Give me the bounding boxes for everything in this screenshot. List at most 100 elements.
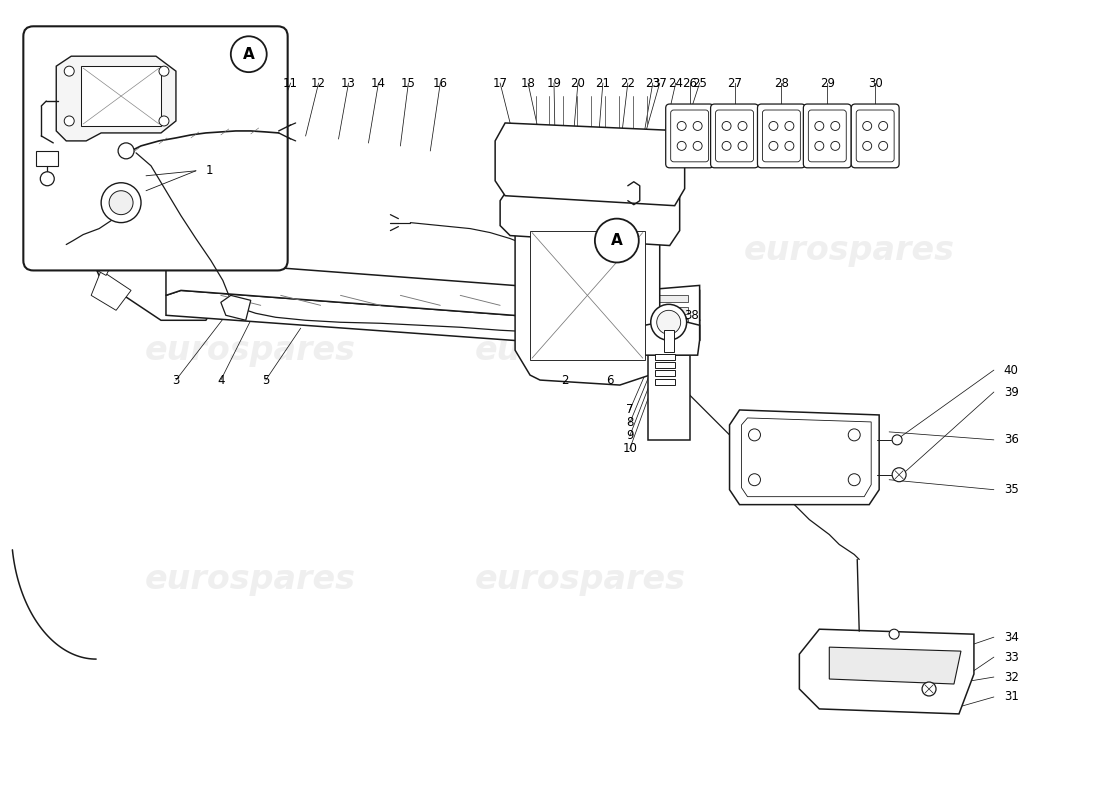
Text: 38: 38 (684, 309, 699, 322)
Polygon shape (56, 56, 176, 141)
Polygon shape (654, 362, 674, 368)
Circle shape (889, 630, 899, 639)
Text: 40: 40 (1004, 364, 1019, 377)
Text: 9: 9 (626, 430, 634, 442)
Polygon shape (654, 370, 674, 376)
Polygon shape (515, 201, 660, 385)
Text: 29: 29 (820, 77, 835, 90)
Circle shape (595, 218, 639, 262)
Text: 24: 24 (668, 77, 683, 90)
Text: eurospares: eurospares (145, 334, 356, 366)
Text: A: A (243, 46, 254, 62)
Text: 15: 15 (400, 77, 416, 90)
Bar (650, 295, 688, 302)
Bar (663, 330, 673, 352)
Circle shape (848, 474, 860, 486)
Circle shape (160, 116, 169, 126)
Circle shape (64, 66, 74, 76)
Circle shape (657, 310, 681, 334)
Circle shape (815, 122, 824, 130)
Circle shape (769, 142, 778, 150)
Polygon shape (91, 270, 131, 310)
Polygon shape (654, 379, 674, 385)
Circle shape (830, 142, 839, 150)
Circle shape (231, 36, 266, 72)
FancyBboxPatch shape (808, 110, 846, 162)
Circle shape (64, 116, 74, 126)
Bar (530, 230, 645, 360)
Bar (81, 66, 161, 126)
Text: 5: 5 (262, 374, 270, 386)
Circle shape (892, 468, 906, 482)
Text: 3: 3 (173, 374, 179, 386)
Text: 11: 11 (283, 77, 298, 90)
Bar (543, 261, 608, 302)
Polygon shape (829, 647, 961, 684)
Circle shape (815, 142, 824, 150)
Text: eurospares: eurospares (145, 563, 356, 596)
Text: 4: 4 (217, 374, 224, 386)
Text: 2: 2 (561, 374, 569, 386)
Text: 36: 36 (1004, 434, 1019, 446)
Text: 18: 18 (520, 77, 536, 90)
Text: 37: 37 (652, 77, 668, 90)
FancyBboxPatch shape (762, 110, 801, 162)
Circle shape (693, 122, 702, 130)
Bar (650, 307, 688, 314)
Text: 33: 33 (1004, 650, 1019, 664)
FancyBboxPatch shape (671, 110, 708, 162)
Text: 20: 20 (571, 77, 585, 90)
Polygon shape (800, 630, 974, 714)
Polygon shape (52, 42, 216, 320)
Text: 34: 34 (1004, 630, 1019, 644)
Circle shape (160, 66, 169, 76)
Text: eurospares: eurospares (474, 334, 685, 366)
Polygon shape (166, 290, 700, 353)
Circle shape (862, 142, 871, 150)
Text: A: A (610, 233, 623, 248)
Circle shape (785, 122, 794, 130)
Circle shape (769, 122, 778, 130)
FancyBboxPatch shape (856, 110, 894, 162)
Text: 21: 21 (595, 77, 610, 90)
Text: eurospares: eurospares (474, 563, 685, 596)
Text: 35: 35 (1004, 483, 1019, 496)
FancyBboxPatch shape (758, 104, 805, 168)
Text: 31: 31 (1004, 690, 1019, 703)
Text: 22: 22 (620, 77, 636, 90)
Text: 1: 1 (206, 164, 213, 178)
Text: 14: 14 (371, 77, 386, 90)
Circle shape (693, 142, 702, 150)
Circle shape (738, 122, 747, 130)
Text: 32: 32 (1004, 670, 1019, 683)
Polygon shape (500, 186, 680, 246)
Polygon shape (640, 286, 700, 352)
Text: 25: 25 (692, 77, 707, 90)
Text: 17: 17 (493, 77, 507, 90)
Circle shape (879, 122, 888, 130)
FancyBboxPatch shape (23, 26, 288, 270)
Circle shape (738, 142, 747, 150)
Circle shape (862, 122, 871, 130)
Text: 7: 7 (626, 403, 634, 417)
Circle shape (678, 142, 686, 150)
Text: 6: 6 (606, 374, 614, 386)
Circle shape (101, 182, 141, 222)
Circle shape (879, 142, 888, 150)
Text: eurospares: eurospares (744, 234, 955, 267)
Text: 26: 26 (682, 77, 697, 90)
Circle shape (892, 435, 902, 445)
Text: 8: 8 (626, 417, 634, 430)
Polygon shape (654, 354, 674, 360)
Text: 30: 30 (868, 77, 882, 90)
Circle shape (830, 122, 839, 130)
Circle shape (678, 122, 686, 130)
Text: 28: 28 (774, 77, 789, 90)
Bar (36, 151, 58, 166)
Bar (648, 355, 690, 440)
Circle shape (118, 143, 134, 159)
Circle shape (109, 190, 133, 214)
Polygon shape (640, 320, 700, 355)
Text: 10: 10 (623, 442, 637, 455)
Polygon shape (166, 261, 700, 323)
